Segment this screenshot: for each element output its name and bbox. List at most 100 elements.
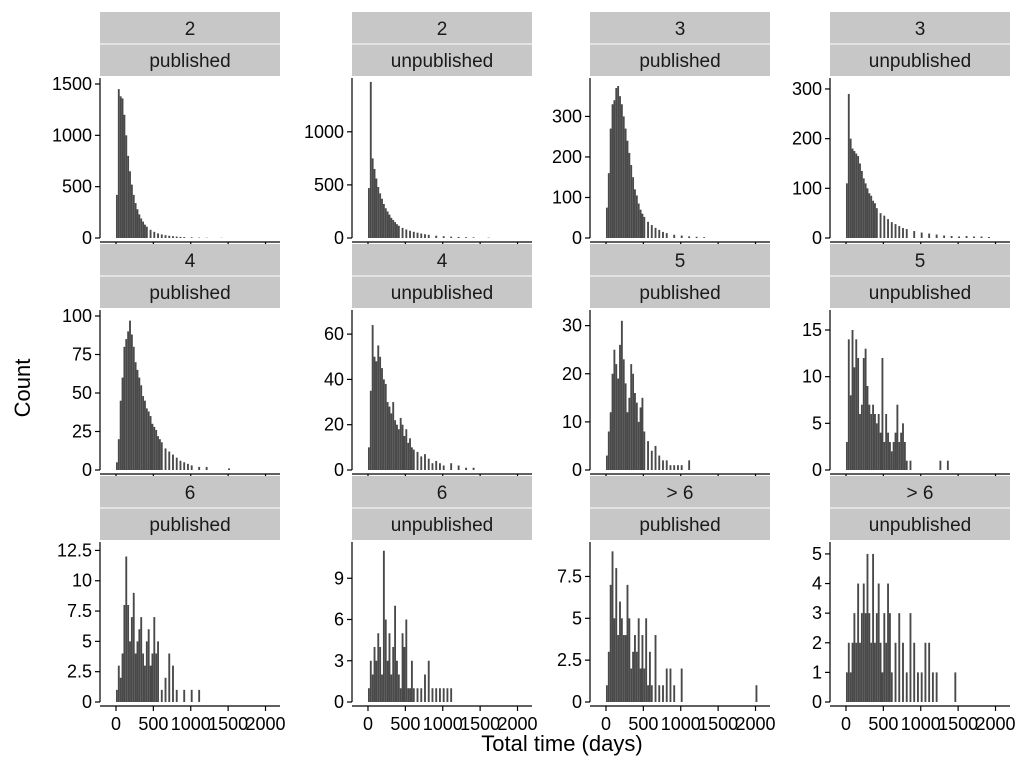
y-tick-label: 200 [792, 129, 822, 149]
histogram-bar [369, 81, 372, 239]
histogram-bar [450, 463, 453, 470]
histogram-bar [847, 339, 850, 470]
y-tick-label: 3 [334, 651, 344, 671]
y-tick-label: 60 [324, 324, 344, 344]
histogram-bar [860, 613, 863, 702]
histogram-bar [115, 689, 118, 702]
histogram-bar [134, 203, 137, 238]
histogram-bar [390, 217, 393, 238]
y-tick-label: 12.5 [57, 540, 92, 560]
histogram-bar [472, 467, 475, 470]
histogram-bar [875, 208, 878, 238]
histogram-bar [853, 613, 856, 702]
y-tick-label: 200 [552, 147, 582, 167]
histogram-bar [384, 619, 387, 702]
histogram-bar [130, 184, 133, 238]
histogram-bar [382, 204, 385, 238]
y-tick-label: 2.5 [67, 662, 92, 682]
histogram-bar [190, 465, 193, 470]
histogram-bar [446, 688, 449, 702]
histogram-bar [628, 618, 631, 702]
y-tick-label: 100 [792, 178, 822, 198]
histogram-bar [845, 442, 848, 470]
histogram-bar [390, 413, 393, 470]
y-tick-label: 0 [812, 692, 822, 712]
histogram-bar [635, 195, 638, 238]
histogram-bar [958, 236, 960, 238]
histogram-bar [145, 641, 148, 702]
facet-row-label: 2 [437, 19, 448, 40]
histogram-bar [183, 462, 186, 470]
facet-panel: 5 published 0 10 20 30 [562, 244, 770, 480]
histogram-bar [874, 203, 876, 238]
histogram-bar [611, 373, 614, 470]
histogram-bar [639, 668, 642, 702]
histogram-bar [909, 460, 912, 470]
histogram-bar [634, 635, 636, 702]
histogram-bar [630, 668, 633, 702]
facet-panels: 2published0500100015002unpublished050010… [52, 12, 1016, 734]
y-tick-label: 300 [792, 79, 822, 99]
histogram-bar [650, 225, 653, 238]
histogram-bar [898, 442, 901, 470]
histogram-bar [890, 672, 893, 702]
y-tick-label: 4 [812, 574, 822, 594]
histogram-bar [688, 460, 691, 470]
histogram-bar [849, 138, 852, 238]
histogram-bar [965, 236, 968, 238]
histogram-bar [392, 219, 395, 238]
histogram-bar [228, 468, 230, 470]
histogram-bar [622, 116, 625, 238]
x-tick-label: 500 [868, 714, 898, 734]
histogram-bar [888, 442, 891, 470]
histogram-bar [427, 234, 430, 238]
histogram-bar [645, 618, 648, 702]
facet-row-label: 4 [185, 251, 196, 272]
histogram-bar [390, 674, 393, 702]
histogram-bar [138, 214, 141, 238]
y-tick-label: 0 [812, 228, 822, 248]
x-tick-label: 1500 [208, 714, 248, 734]
y-tick-label: 1 [812, 662, 822, 682]
histogram-bar [855, 642, 858, 702]
histogram-bar [673, 234, 676, 238]
histogram-bar [862, 178, 865, 238]
histogram-bar [866, 553, 869, 702]
histogram-bar [381, 368, 383, 470]
histogram-bar [662, 460, 664, 470]
histogram-bar [142, 653, 145, 702]
histogram-bar [381, 674, 383, 702]
histogram-bar [859, 642, 861, 702]
histogram-bar [127, 331, 130, 470]
histogram-bar [412, 231, 415, 238]
histogram-bar [175, 236, 178, 238]
x-tick-label: 2000 [975, 714, 1015, 734]
histogram-bar [117, 665, 120, 702]
histogram-bar [179, 460, 182, 470]
histogram-bar [405, 429, 408, 470]
histogram-bar [431, 688, 434, 702]
histogram-bar [127, 604, 130, 702]
histogram-bar [611, 551, 614, 702]
histogram-bar [665, 233, 668, 238]
histogram-bar [435, 235, 438, 238]
histogram-bar [377, 633, 380, 702]
histogram-bar [617, 86, 620, 239]
x-tick-label: 2000 [245, 714, 285, 734]
histogram-bar [134, 362, 137, 470]
histogram-bar [894, 642, 897, 702]
histogram-bar [142, 221, 145, 238]
histogram-bar [613, 349, 616, 470]
histogram-bar [980, 236, 983, 238]
histogram-bar [913, 231, 916, 238]
histogram-bar [431, 463, 434, 470]
histogram-bar [175, 457, 178, 470]
histogram-bar [894, 224, 897, 238]
histogram-bar [397, 429, 400, 470]
histogram-bar [868, 613, 871, 702]
histogram-bar [145, 226, 148, 238]
histogram-bar [442, 688, 445, 702]
